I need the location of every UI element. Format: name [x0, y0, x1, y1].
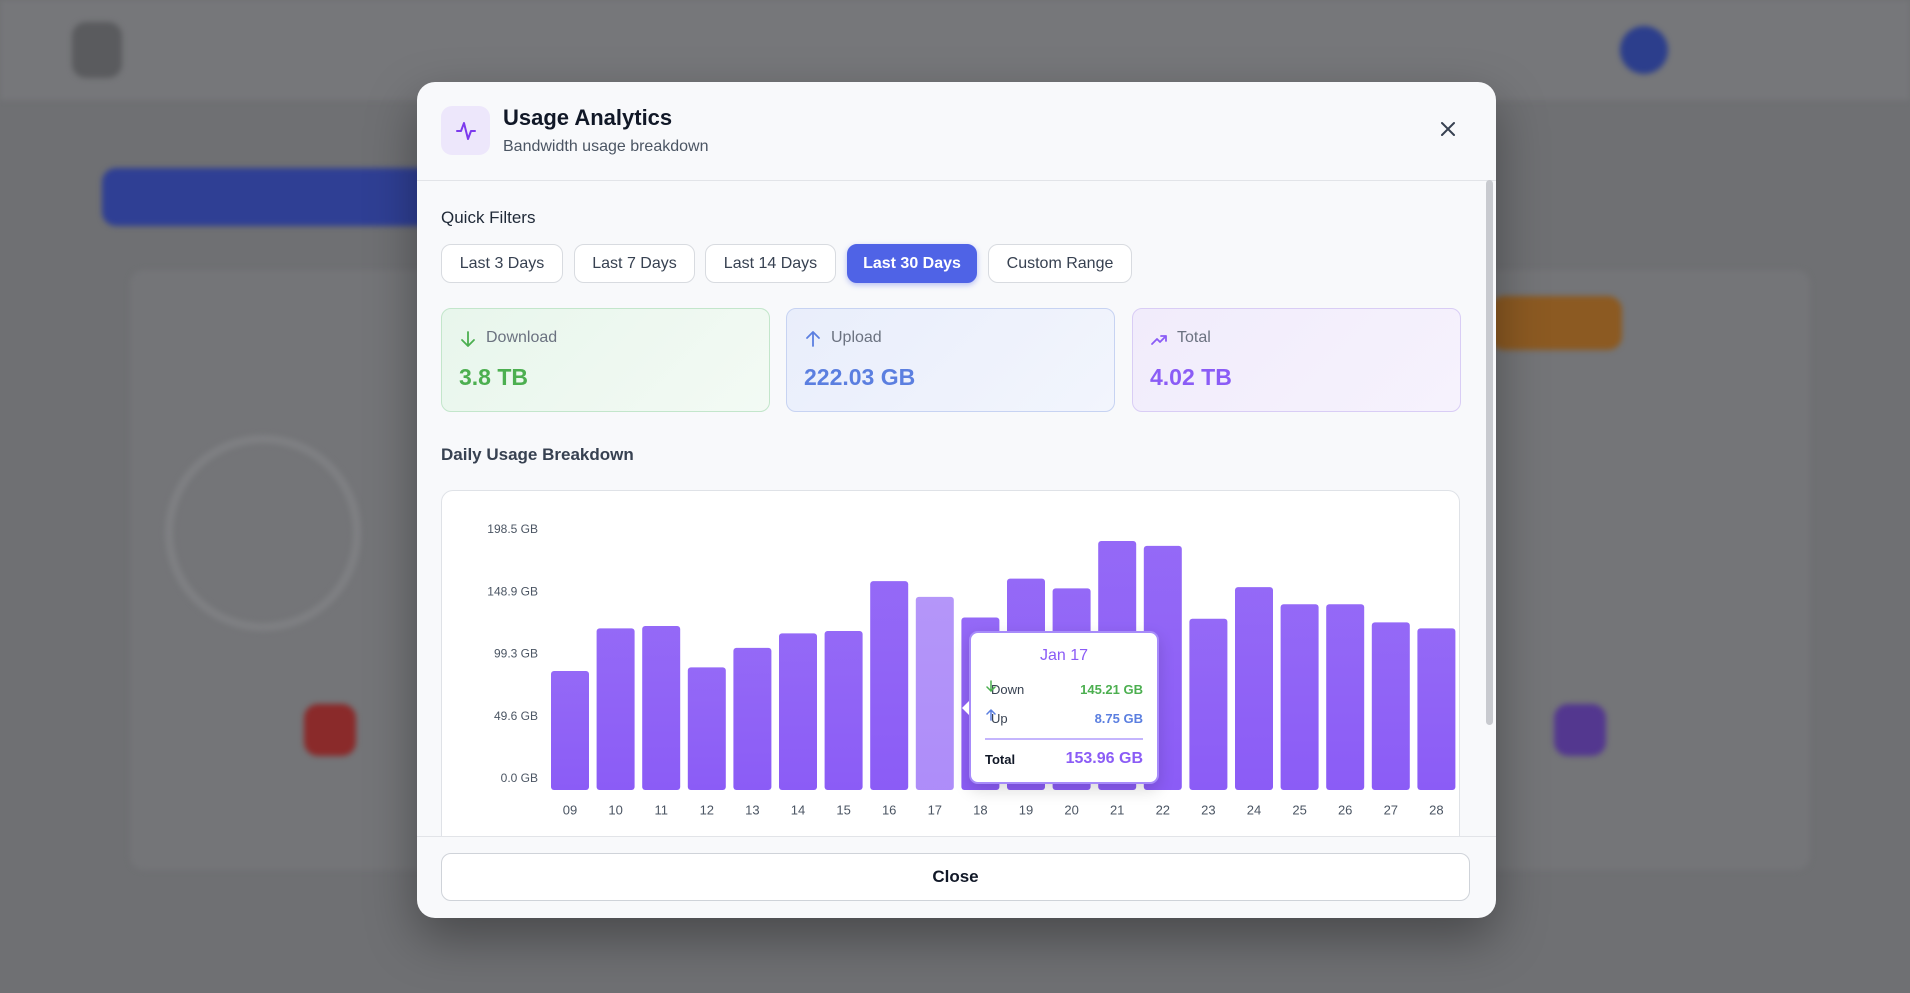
filter-button[interactable]: Last 3 Days — [441, 244, 563, 283]
filter-button[interactable]: Last 30 Days — [847, 244, 977, 283]
header-icon — [441, 106, 490, 155]
y-tick-label: 148.9 GB — [487, 584, 538, 598]
x-tick-label: 20 — [1064, 802, 1078, 817]
tooltip-label: Total — [985, 751, 1016, 767]
total-card: Total 4.02 TB — [1132, 308, 1461, 412]
y-tick-label: 99.3 GB — [494, 647, 538, 661]
x-tick-label: 19 — [1019, 802, 1033, 817]
bg-tab — [102, 168, 432, 226]
footer-divider — [417, 836, 1496, 837]
x-tick-label: 17 — [928, 802, 942, 817]
bar — [915, 596, 954, 790]
bg-purple-icon — [1554, 704, 1606, 756]
x-tick-label: 09 — [563, 802, 577, 817]
filter-button[interactable]: Last 7 Days — [574, 244, 695, 283]
x-tick-label: 12 — [700, 802, 714, 817]
header-divider — [417, 180, 1496, 181]
tooltip-label: Down — [991, 681, 1025, 697]
bar — [870, 581, 909, 790]
filter-button[interactable]: Last 14 Days — [705, 244, 836, 283]
card-label: Download — [486, 329, 558, 346]
close-icon[interactable] — [1434, 115, 1462, 143]
x-tick-label: 10 — [608, 802, 622, 817]
x-tick-label: 18 — [973, 802, 987, 817]
modal-body: Quick Filters Last 3 Days Last 7 Days La… — [417, 180, 1496, 836]
x-tick-label: 22 — [1156, 802, 1170, 817]
chart: 0.0 GB 49.6 GB 99.3 GB 148.9 GB 198.5 GB 09 10… — [487, 522, 1456, 817]
close-button[interactable]: Close — [441, 853, 1470, 901]
bar — [1235, 587, 1273, 790]
tooltip-title: Jan 17 — [1039, 647, 1089, 664]
x-tick-label: 26 — [1338, 802, 1352, 817]
x-tick-label: 16 — [882, 802, 896, 817]
bar — [733, 647, 772, 790]
tooltip-value: 145.21 GB — [1080, 681, 1143, 697]
chart-box: 0.0 GB 49.6 GB 99.3 GB 148.9 GB 198.5 GB 09 10… — [441, 490, 1460, 836]
tooltip-row: Up 8.75 GB — [985, 709, 1143, 727]
bar — [687, 667, 726, 790]
bar — [779, 633, 817, 790]
bg-logo — [72, 22, 122, 78]
y-tick-label: 198.5 GB — [487, 522, 538, 536]
tooltip-value: 153.96 GB — [1065, 750, 1143, 767]
tooltip-row: Total 153.96 GB — [985, 750, 1143, 768]
scrollbar[interactable] — [1486, 180, 1493, 725]
bar — [824, 630, 863, 790]
x-tick-label: 11 — [654, 802, 668, 817]
x-tick-label: 21 — [1110, 802, 1124, 817]
modal: Usage Analytics Bandwidth usage breakdow… — [417, 82, 1496, 918]
bg-orange — [1490, 296, 1622, 350]
y-tick-label: 0.0 GB — [501, 771, 538, 785]
tooltip-row: Down 145.21 GB — [985, 680, 1143, 698]
x-tick-label: 15 — [836, 802, 850, 817]
bar — [596, 628, 635, 790]
bar — [1417, 628, 1456, 790]
download-card: Download 3.8 TB — [441, 308, 770, 412]
bar — [1189, 618, 1228, 790]
modal-title: Usage Analytics — [503, 105, 673, 130]
tooltip-label: Up — [991, 710, 1008, 726]
upload-card: Upload 222.03 GB — [786, 308, 1115, 412]
bg-ring — [165, 435, 361, 631]
bar — [1280, 604, 1319, 790]
filter-button[interactable]: Custom Range — [988, 244, 1132, 283]
card-value: 4.02 TB — [1150, 364, 1232, 390]
x-tick-label: 14 — [791, 802, 805, 817]
y-tick-label: 49.6 GB — [494, 709, 538, 723]
bar — [551, 670, 589, 790]
card-value: 222.03 GB — [804, 364, 916, 390]
card-value: 3.8 TB — [459, 364, 529, 390]
quick-filters-label: Quick Filters — [441, 208, 536, 227]
tooltip-divider — [985, 738, 1143, 740]
tooltip: Jan 17 Down 145.21 GB Up 8.75 GB Total 1… — [962, 631, 1159, 784]
section-title: Daily Usage Breakdown — [441, 445, 634, 464]
x-tick-label: 23 — [1201, 802, 1215, 817]
card-label: Upload — [831, 329, 882, 346]
x-tick-label: 28 — [1429, 802, 1443, 817]
x-tick-label: 25 — [1292, 802, 1306, 817]
tooltip-value: 8.75 GB — [1094, 710, 1143, 726]
x-tick-label: 27 — [1384, 802, 1398, 817]
bg-red-icon — [304, 704, 356, 756]
x-tick-label: 24 — [1247, 802, 1261, 817]
bar — [1371, 622, 1410, 790]
card-label: Total — [1177, 329, 1211, 346]
bg-avatar — [1620, 26, 1668, 74]
modal-subtitle: Bandwidth usage breakdown — [503, 138, 709, 155]
x-tick-label: 13 — [745, 802, 759, 817]
bar — [1326, 604, 1365, 790]
bar — [642, 626, 681, 790]
